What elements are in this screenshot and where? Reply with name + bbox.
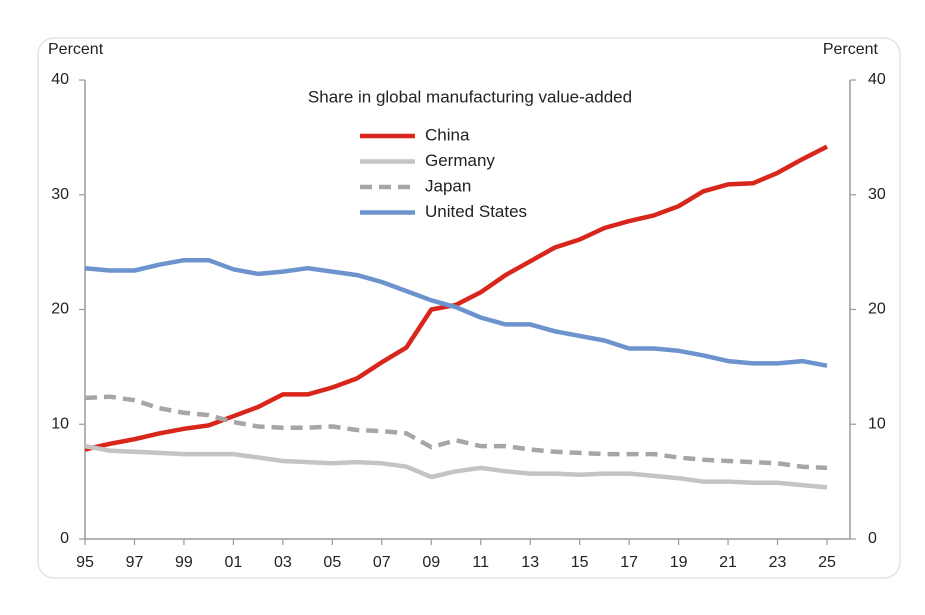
y-tick-label: 10 bbox=[51, 415, 69, 432]
y2-tick-label: 40 bbox=[868, 71, 886, 88]
series-line bbox=[84, 257, 828, 368]
x-tick-label: 09 bbox=[422, 554, 440, 571]
x-tick-label: 25 bbox=[818, 554, 836, 571]
x-tick-label: 07 bbox=[373, 554, 391, 571]
chart-frame bbox=[37, 37, 901, 579]
y-tick-label: 30 bbox=[51, 186, 69, 203]
series-line bbox=[84, 443, 828, 490]
legend-label: Japan bbox=[425, 176, 471, 195]
x-tick-label: 11 bbox=[472, 554, 489, 571]
chart-title: Share in global manufacturing value-adde… bbox=[308, 87, 632, 106]
legend-label: Germany bbox=[425, 151, 495, 170]
y2-tick-label: 0 bbox=[868, 530, 877, 547]
x-tick-label: 05 bbox=[323, 554, 341, 571]
legend-label: China bbox=[425, 125, 470, 144]
x-tick-label: 21 bbox=[719, 554, 737, 571]
x-tick-label: 03 bbox=[274, 554, 292, 571]
y-tick-label: 20 bbox=[51, 301, 69, 318]
y2-tick-label: 20 bbox=[868, 301, 886, 318]
y-tick-label: 0 bbox=[60, 530, 69, 547]
y2-axis-label: Percent bbox=[823, 41, 879, 58]
y2-tick-label: 10 bbox=[868, 415, 886, 432]
y-axis-label: Percent bbox=[48, 41, 104, 58]
series-line bbox=[84, 394, 828, 471]
x-tick-label: 95 bbox=[76, 554, 94, 571]
x-tick-label: 17 bbox=[620, 554, 638, 571]
x-tick-label: 15 bbox=[571, 554, 589, 571]
y-tick-label: 40 bbox=[51, 71, 69, 88]
x-tick-label: 97 bbox=[126, 554, 144, 571]
y2-tick-label: 30 bbox=[868, 186, 886, 203]
x-tick-label: 99 bbox=[175, 554, 193, 571]
x-tick-label: 13 bbox=[521, 554, 539, 571]
x-tick-label: 01 bbox=[225, 554, 243, 571]
x-tick-label: 19 bbox=[670, 554, 688, 571]
legend-label: United States bbox=[425, 202, 527, 221]
x-tick-label: 23 bbox=[769, 554, 787, 571]
